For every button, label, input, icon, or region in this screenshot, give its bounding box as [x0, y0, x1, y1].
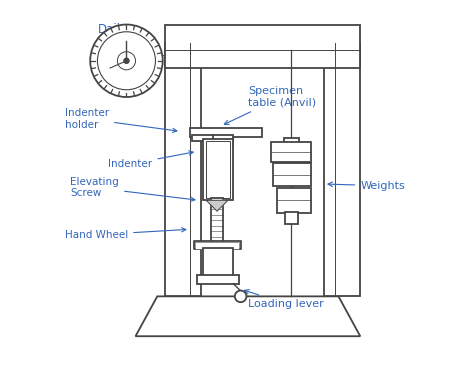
- Circle shape: [90, 25, 163, 97]
- Bar: [285, 212, 298, 224]
- Circle shape: [235, 291, 246, 302]
- Bar: [164, 43, 201, 296]
- Bar: [191, 135, 213, 141]
- Bar: [202, 139, 233, 200]
- Polygon shape: [206, 200, 228, 211]
- Bar: [211, 198, 223, 245]
- Text: Indenter: Indenter: [109, 151, 193, 169]
- Text: Dail: Dail: [98, 24, 159, 57]
- Bar: [193, 241, 241, 249]
- Bar: [202, 248, 233, 276]
- Bar: [206, 141, 230, 198]
- Circle shape: [98, 32, 155, 90]
- Bar: [211, 135, 233, 146]
- Bar: [272, 142, 311, 162]
- Text: Loading lever: Loading lever: [245, 290, 324, 309]
- Bar: [190, 128, 263, 137]
- Bar: [324, 43, 360, 296]
- Text: Indenter
holder: Indenter holder: [65, 108, 177, 132]
- Text: Elevating
Screw: Elevating Screw: [70, 177, 195, 201]
- Polygon shape: [136, 296, 360, 336]
- Bar: [277, 188, 311, 213]
- Text: Specimen
table (Anvil): Specimen table (Anvil): [224, 86, 316, 124]
- Bar: [273, 163, 311, 186]
- Bar: [164, 25, 360, 68]
- Bar: [284, 138, 299, 144]
- Bar: [197, 275, 239, 284]
- Circle shape: [118, 52, 136, 70]
- Text: Hand Wheel: Hand Wheel: [65, 228, 186, 240]
- Bar: [195, 242, 239, 248]
- Text: Weights: Weights: [328, 181, 405, 191]
- Circle shape: [124, 58, 129, 63]
